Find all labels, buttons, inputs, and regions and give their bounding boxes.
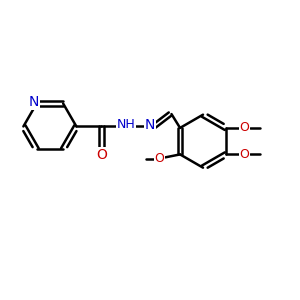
Text: O: O — [96, 148, 107, 162]
Text: O: O — [154, 152, 164, 165]
Text: O: O — [240, 122, 249, 134]
Text: N: N — [145, 118, 155, 132]
Text: O: O — [240, 148, 249, 161]
Text: N: N — [29, 95, 40, 109]
Text: NH: NH — [116, 118, 135, 130]
